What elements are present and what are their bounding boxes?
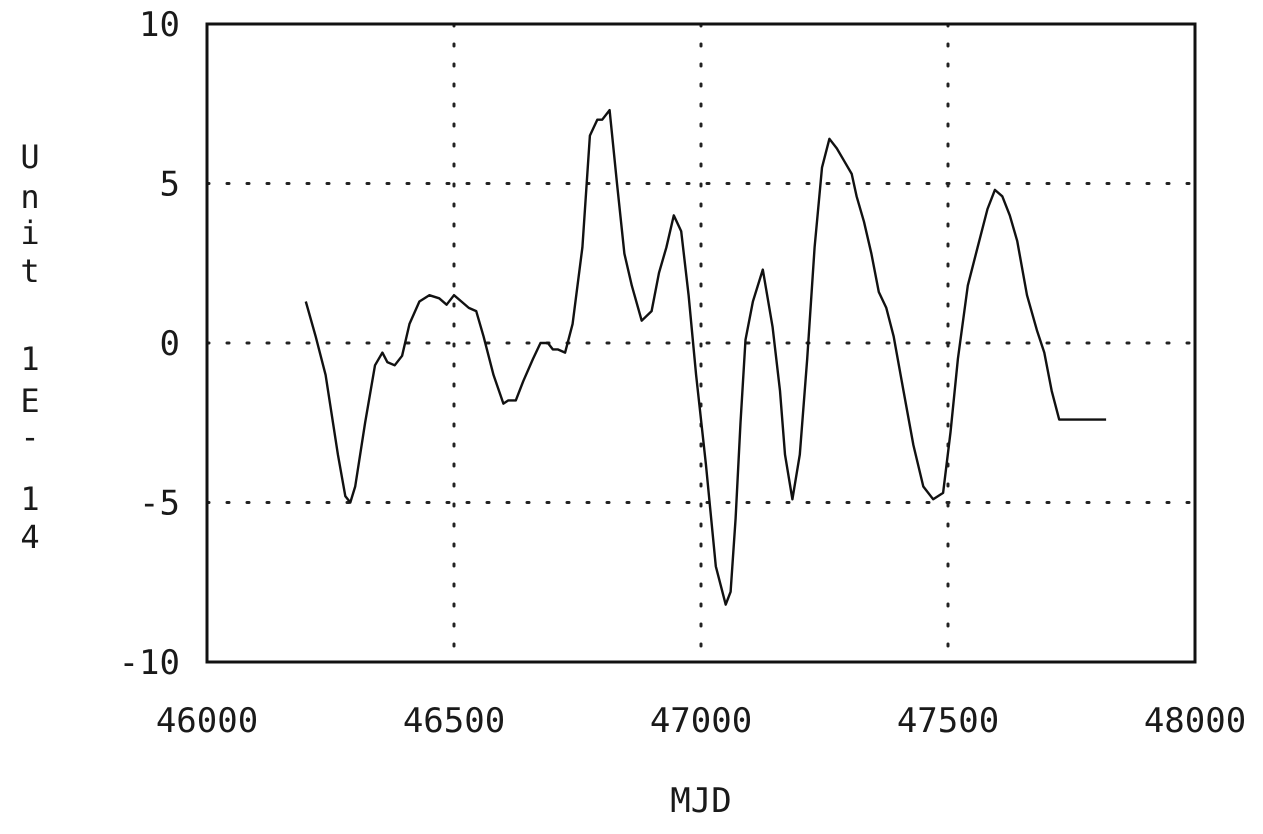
y-axis-title-char: U	[20, 138, 39, 176]
y-axis-title-char: 4	[20, 518, 39, 556]
y-axis-ticks: -10 -5 0 5 10	[119, 5, 180, 683]
y-axis-title-char: -	[20, 418, 39, 456]
y-tick-label: 5	[160, 165, 180, 205]
x-axis-ticks: 46000 46500 47000 47500 48000	[156, 701, 1246, 741]
x-tick-label: 47000	[650, 701, 752, 741]
y-tick-label: -5	[139, 484, 180, 524]
y-tick-label: -10	[119, 643, 180, 683]
y-axis-title-char: 1	[20, 480, 39, 518]
y-tick-label: 10	[139, 5, 180, 45]
plot-frame	[205, 22, 1197, 664]
x-tick-label: 47500	[897, 701, 999, 741]
x-axis-title: MJD	[670, 781, 731, 821]
x-tick-label: 46000	[156, 701, 258, 741]
y-axis-title-char: n	[20, 178, 39, 216]
y-axis-title-char: 1	[20, 340, 39, 378]
gridlines	[205, 22, 1197, 664]
y-axis-title-char: t	[20, 252, 39, 290]
y-axis-title-char: E	[20, 382, 39, 420]
y-tick-label: 0	[160, 324, 180, 364]
y-axis-title-char: i	[20, 214, 39, 252]
series-line	[304, 108, 1107, 606]
x-tick-label: 48000	[1144, 701, 1246, 741]
x-tick-label: 46500	[403, 701, 505, 741]
